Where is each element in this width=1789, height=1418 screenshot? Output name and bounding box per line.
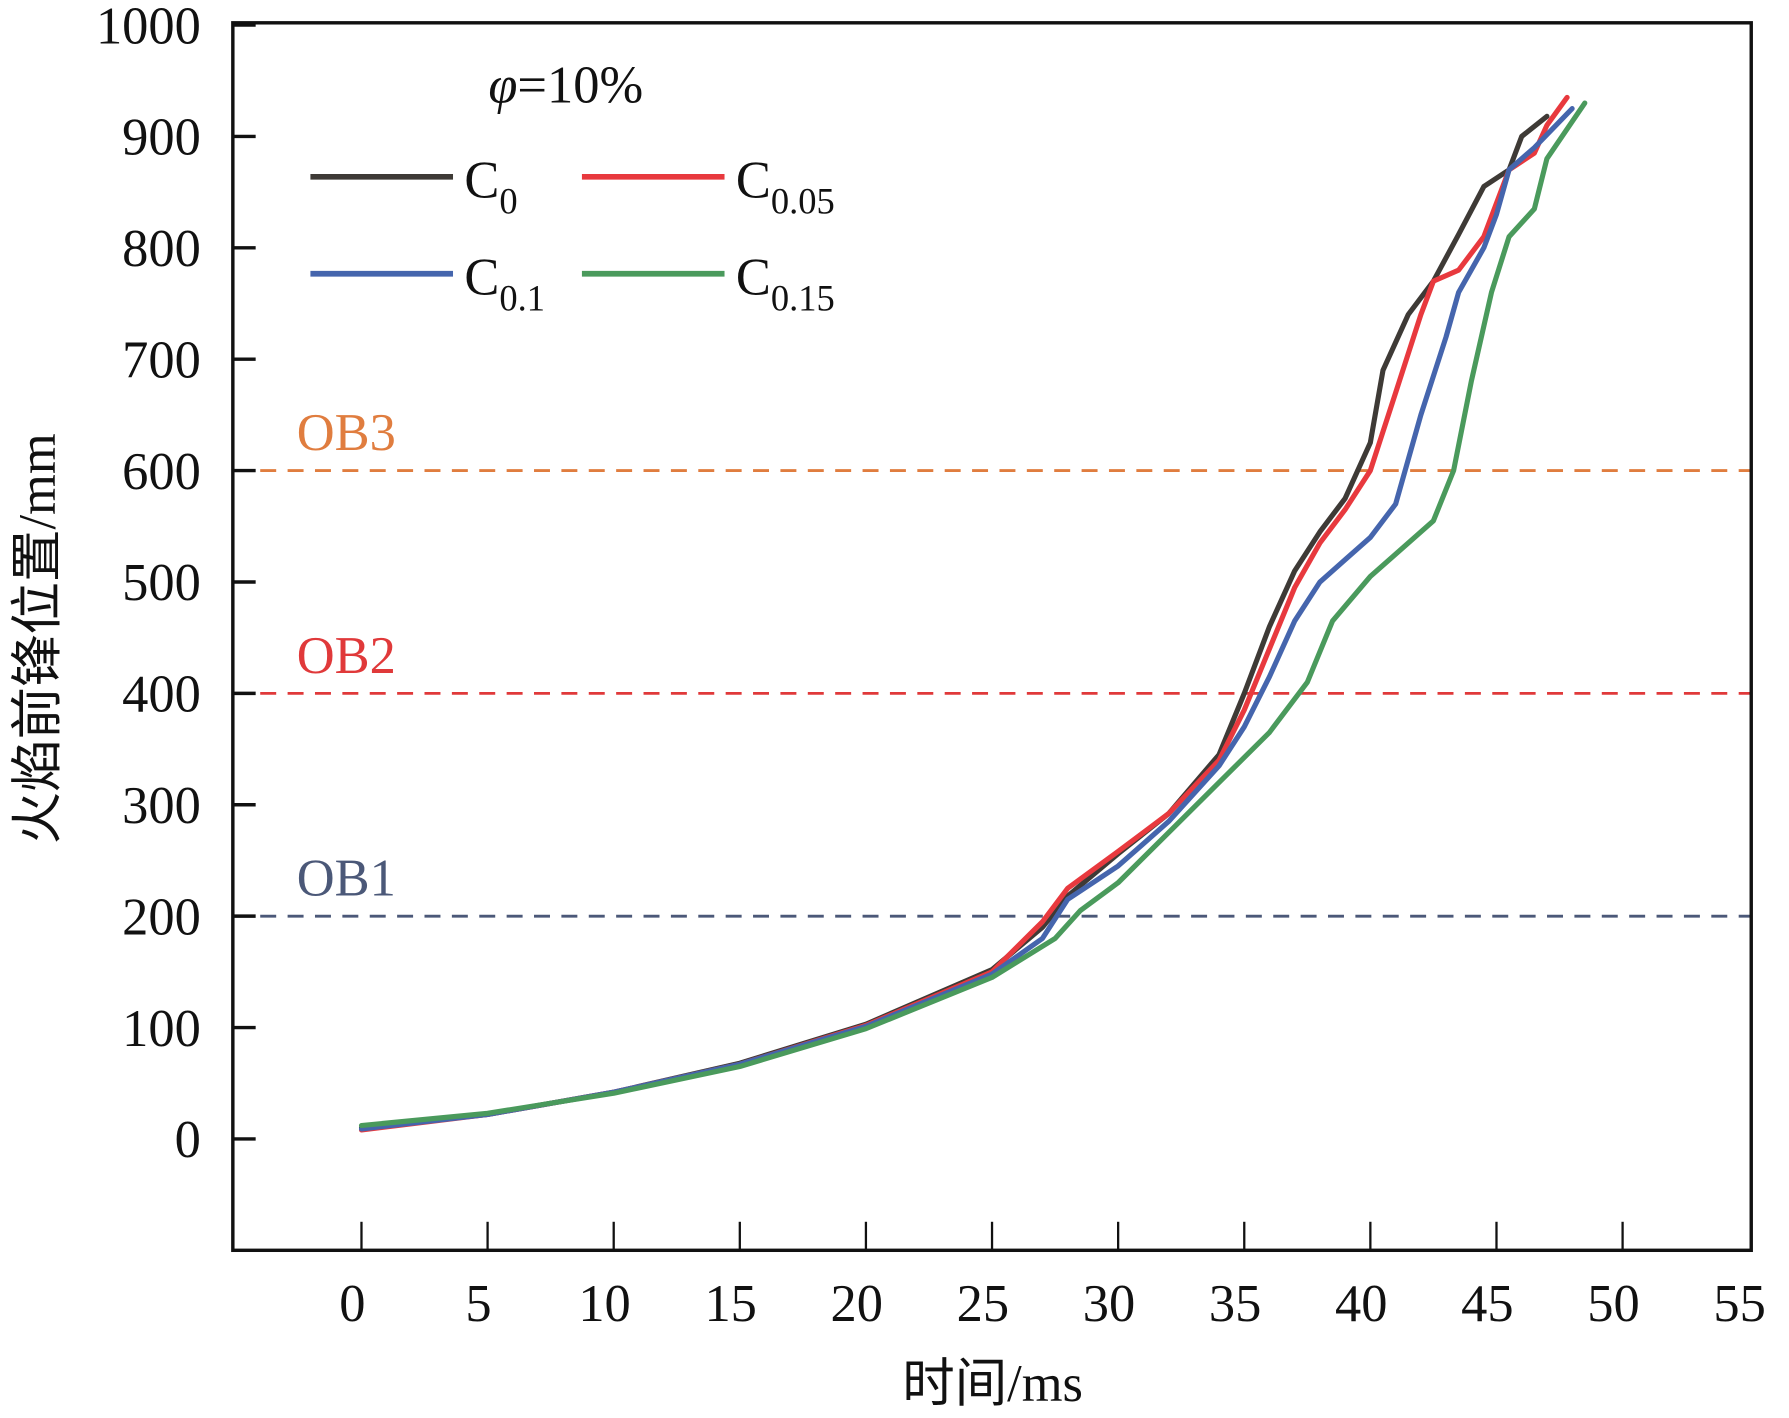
y-tick-label: 800: [122, 220, 201, 278]
y-tick-label: 300: [122, 777, 201, 835]
legend-label: C0: [464, 151, 517, 221]
y-tick-label: 400: [122, 666, 201, 724]
x-axis-label: 时间/ms: [902, 1355, 1083, 1413]
x-tick-label: 20: [831, 1275, 883, 1333]
x-tick-label: 50: [1587, 1275, 1639, 1333]
legend-item-C0: C0: [310, 151, 518, 221]
legend-label: C0.15: [736, 248, 835, 318]
x-tick-label: 30: [1083, 1275, 1135, 1333]
y-axis-label: 火焰前锋位置/mm: [9, 433, 67, 844]
x-tick-label: 45: [1461, 1275, 1513, 1333]
legend-label: C0.1: [464, 248, 545, 318]
series-line-C0: [358, 113, 1550, 1131]
x-tick-label: 40: [1335, 1275, 1387, 1333]
y-tick-label: 700: [122, 331, 201, 389]
reference-lines: OB1 OB2 OB3: [260, 404, 1752, 918]
x-tick-label: 25: [957, 1275, 1009, 1333]
y-axis: 0 100 200 300 400 500 600 700 800 900 1000: [96, 0, 256, 1169]
x-tick-label: 15: [704, 1275, 756, 1333]
series-line-C0_15: [358, 100, 1588, 1129]
legend-label: C0.05: [736, 151, 835, 221]
x-axis: 0 5 10 15 20 25 30 35 40 45 50 55: [339, 1221, 1766, 1333]
legend-item-C0_05: C0.05: [581, 151, 835, 221]
legend-item-C0_1: C0.1: [310, 248, 545, 318]
phi-annotation: φ=10%: [488, 57, 643, 115]
plot-frame: [231, 21, 1753, 1253]
reference-label-ob2: OB2: [297, 627, 396, 685]
reference-label-ob3: OB3: [297, 404, 396, 462]
x-tick-label: 55: [1713, 1275, 1765, 1333]
y-tick-label: 0: [175, 1111, 201, 1169]
x-tick-label: 10: [578, 1275, 630, 1333]
x-tick-label: 0: [339, 1275, 365, 1333]
y-tick-label: 200: [122, 888, 201, 946]
y-tick-label: 500: [122, 554, 201, 612]
y-tick-label: 600: [122, 443, 201, 501]
series-lines: [358, 94, 1588, 1133]
y-tick-label: 1000: [96, 0, 201, 55]
x-tick-label: 35: [1209, 1275, 1261, 1333]
legend: C0 C0.05 C0.1 C0.15: [310, 151, 835, 318]
y-tick-label: 900: [122, 109, 201, 167]
y-tick-label: 100: [122, 1000, 201, 1058]
reference-label-ob1: OB1: [297, 850, 396, 908]
series-line-C0_1: [358, 106, 1575, 1132]
legend-item-C0_15: C0.15: [581, 248, 835, 318]
series-line-C0_05: [358, 94, 1570, 1133]
x-tick-label: 5: [465, 1275, 491, 1333]
